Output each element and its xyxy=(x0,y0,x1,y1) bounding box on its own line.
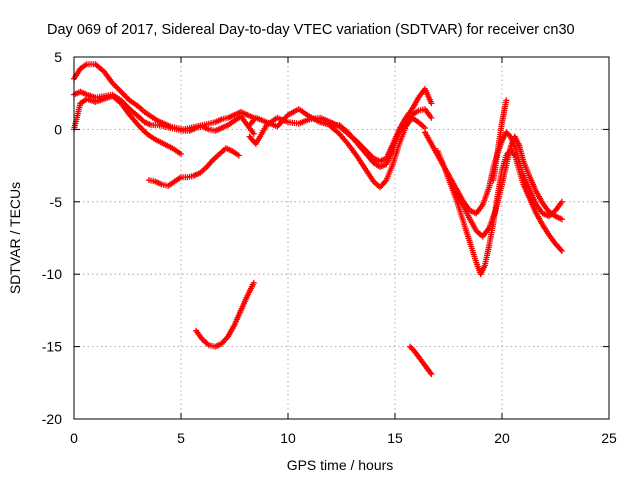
series-markers xyxy=(490,97,510,184)
series-markers xyxy=(447,133,565,240)
series-markers xyxy=(407,343,435,378)
y-tick-label: 0 xyxy=(54,121,62,137)
series-s12 xyxy=(193,279,257,350)
series-s7 xyxy=(327,114,428,191)
x-tick-label: 0 xyxy=(70,430,78,446)
x-tick-label: 15 xyxy=(387,430,403,446)
series-markers xyxy=(327,114,428,191)
y-axis-label: SDTVAR / TECUs xyxy=(7,182,23,294)
y-tick-label: 5 xyxy=(54,49,62,65)
y-tick-label: -5 xyxy=(50,194,63,210)
plot-frame xyxy=(73,56,610,420)
series-s10 xyxy=(447,133,565,240)
x-tick-label: 5 xyxy=(177,430,185,446)
axes: 0 5 10 15 20 25 5 0 -5 -10 -15 -20 xyxy=(42,49,617,446)
gridlines xyxy=(74,57,609,419)
x-tick-label: 10 xyxy=(280,430,296,446)
series-s13 xyxy=(407,343,435,378)
chart-title: Day 069 of 2017, Sidereal Day-to-day VTE… xyxy=(47,22,575,38)
y-tick-label: -15 xyxy=(42,339,62,355)
x-tick-label: 20 xyxy=(494,430,510,446)
y-tick-label: -20 xyxy=(42,411,62,427)
series-s4 xyxy=(145,145,242,189)
series-s11 xyxy=(490,97,510,184)
data-points xyxy=(71,61,565,378)
x-tick-label: 25 xyxy=(601,430,617,446)
series-markers xyxy=(71,88,257,137)
series-markers xyxy=(145,145,242,189)
x-axis-label: GPS time / hours xyxy=(287,457,394,473)
series-markers xyxy=(193,279,257,350)
y-tick-label: -10 xyxy=(42,266,62,282)
series-s2 xyxy=(71,88,257,137)
